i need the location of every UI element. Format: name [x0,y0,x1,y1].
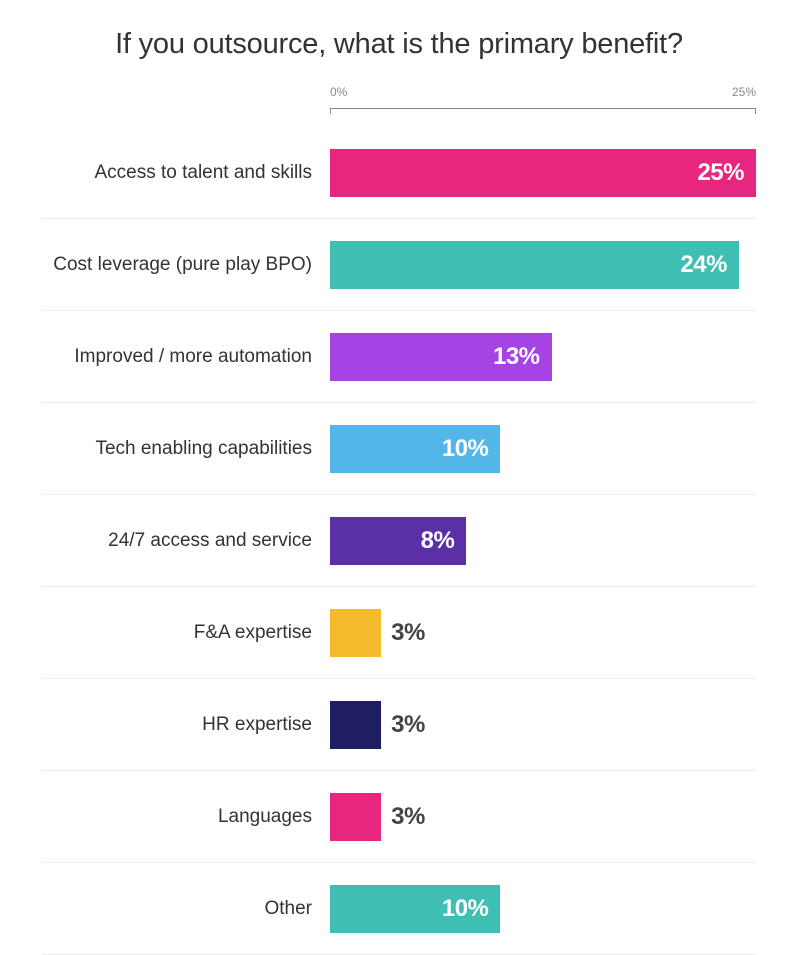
bar-track: 13% [330,333,756,381]
bar-row: HR expertise 3% [42,679,756,771]
bar-rows: Access to talent and skills 25% Cost lever… [42,127,756,955]
bar-row: Cost leverage (pure play BPO) 24% [42,219,756,311]
bar-label: Cost leverage (pure play BPO) [42,254,330,276]
bar-label: Improved / more automation [42,346,330,368]
bar-label: F&A expertise [42,622,330,644]
bar-track: 24% [330,241,756,289]
axis-line [330,108,756,109]
chart-container: If you outsource, what is the primary be… [0,0,798,949]
bar-track: 8% [330,517,756,565]
bar-value: 10% [442,895,489,923]
bar-value: 3% [391,619,425,647]
bar-track: 3% [330,701,756,749]
bar-value: 10% [442,435,489,463]
bar-row: Improved / more automation 13% [42,311,756,403]
bar-row: F&A expertise 3% [42,587,756,679]
bar: 24% [330,241,739,289]
axis-tick-max [755,109,756,114]
x-axis: 0% 25% [330,85,756,109]
axis-max-label: 25% [732,85,756,99]
bar-label: 24/7 access and service [42,530,330,552]
bar-value: 24% [680,251,727,279]
chart-title: If you outsource, what is the primary be… [42,28,756,61]
bar-value: 25% [697,159,744,187]
bar: 10% [330,885,500,933]
bar [330,701,381,749]
bar-label: HR expertise [42,714,330,736]
axis-min-label: 0% [330,85,347,99]
bar [330,793,381,841]
bar-label: Tech enabling capabilities [42,438,330,460]
bar-row: Tech enabling capabilities 10% [42,403,756,495]
axis-tick-min [330,109,331,114]
bar: 13% [330,333,552,381]
bar: 8% [330,517,466,565]
bar: 10% [330,425,500,473]
bar-track: 10% [330,885,756,933]
bar-row: 24/7 access and service 8% [42,495,756,587]
bar-row: Languages 3% [42,771,756,863]
bar-row: Access to talent and skills 25% [42,127,756,219]
bar-label: Other [42,898,330,920]
bar-value: 3% [391,711,425,739]
bar-value: 8% [421,527,455,555]
bar-track: 25% [330,149,756,197]
bar: 25% [330,149,756,197]
bar-label: Languages [42,806,330,828]
bar [330,609,381,657]
bar-value: 13% [493,343,540,371]
bar-track: 3% [330,793,756,841]
bar-track: 3% [330,609,756,657]
bar-row: Other 10% [42,863,756,955]
bar-track: 10% [330,425,756,473]
bar-label: Access to talent and skills [42,162,330,184]
bar-value: 3% [391,803,425,831]
